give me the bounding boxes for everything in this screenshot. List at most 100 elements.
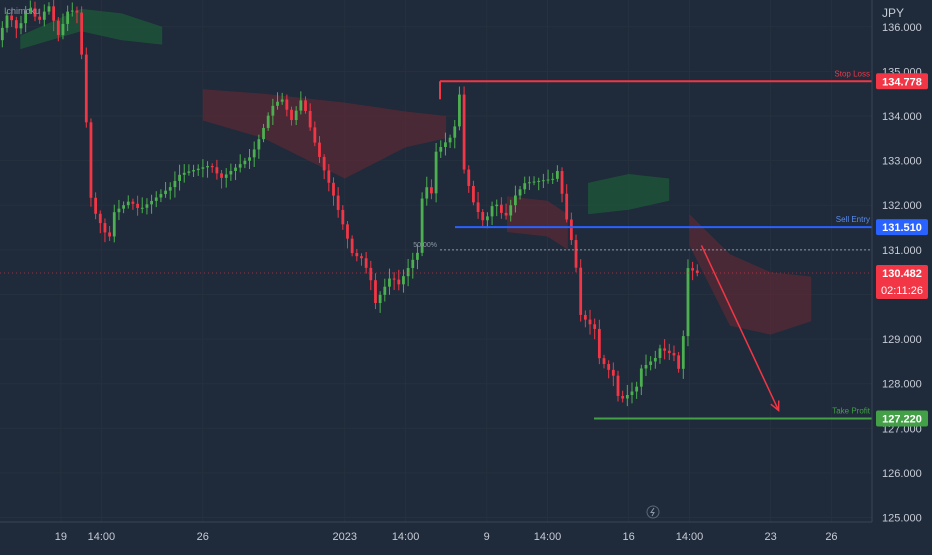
candle-bear xyxy=(75,10,79,13)
time-tick-label: 14:00 xyxy=(88,531,116,543)
candle-bull xyxy=(173,180,177,188)
candle-bear xyxy=(332,182,335,196)
cloud-bear xyxy=(689,214,812,335)
candle-bull xyxy=(644,364,648,369)
candle-bull xyxy=(145,204,149,208)
candle-bull xyxy=(411,259,415,268)
candle-bull xyxy=(234,167,237,172)
candle-bear xyxy=(430,187,433,194)
price-tick-label: 136.000 xyxy=(882,22,922,34)
time-tick-label: 23 xyxy=(764,531,776,543)
sell-entry-badge-label: 131.510 xyxy=(882,222,922,234)
candle-bull xyxy=(653,357,657,362)
candle-bear xyxy=(210,165,214,168)
ichimoku-cloud xyxy=(20,8,812,335)
candle-bull xyxy=(252,149,256,158)
indicator-label[interactable]: Ichimoku xyxy=(4,6,40,16)
candle-bull xyxy=(388,278,391,287)
candle-bull xyxy=(117,208,121,213)
candle-bull xyxy=(639,368,643,387)
candle-bear xyxy=(346,224,349,239)
candle-bull xyxy=(243,160,247,165)
cloud-bear xyxy=(507,196,568,250)
candle-bull xyxy=(513,195,517,206)
candle-bull xyxy=(532,181,536,183)
candle-bear xyxy=(136,203,139,208)
candle-bear xyxy=(369,267,373,281)
candle-bull xyxy=(434,151,438,194)
candle-bull xyxy=(448,137,452,143)
candle-bear xyxy=(313,127,317,143)
candle-bull xyxy=(453,126,457,138)
candle-bear xyxy=(500,204,503,213)
stop-loss-badge-label: 134.778 xyxy=(882,76,922,88)
candle-bull xyxy=(299,100,303,111)
candle-bull xyxy=(486,216,489,221)
price-tick-label: 125.000 xyxy=(882,513,922,525)
candle-bear xyxy=(504,212,508,216)
candle-bull xyxy=(630,391,634,395)
candle-bull xyxy=(416,252,419,260)
candle-bear xyxy=(94,197,98,214)
candle-bull xyxy=(509,205,513,216)
candle-bear xyxy=(597,328,601,359)
candle-bear xyxy=(360,256,363,259)
candle-bear xyxy=(56,20,60,36)
timezone-icon[interactable] xyxy=(646,505,660,519)
candle-bull xyxy=(5,15,9,28)
candle-bull xyxy=(140,207,144,209)
candle-bull xyxy=(187,171,191,173)
candle-bear xyxy=(98,213,102,224)
candle-bull xyxy=(257,139,261,150)
cloud-bull xyxy=(20,8,163,50)
trade-levels: Stop Loss Sell Entry Take Profit 50.00% xyxy=(0,69,872,420)
candle-bull xyxy=(294,110,298,121)
candle-bull xyxy=(523,183,527,190)
candle-bull xyxy=(150,200,153,205)
candle-bull xyxy=(681,336,685,369)
currency-label: JPY xyxy=(882,6,904,20)
candle-bear xyxy=(350,238,354,254)
candle-bull xyxy=(47,6,51,12)
candle-bear xyxy=(607,364,611,370)
candle-bear xyxy=(318,142,321,157)
candle-bull xyxy=(201,167,205,169)
candle-bear xyxy=(290,109,293,121)
candle-bull xyxy=(66,11,70,24)
candle-bear xyxy=(392,278,396,280)
time-tick-label: 14:00 xyxy=(534,531,562,543)
candle-bull xyxy=(19,23,23,29)
candle-bear xyxy=(364,258,368,268)
candle-bear xyxy=(14,20,18,29)
time-axis[interactable]: 19 14:00 26 2023 14:00 9 14:00 16 14:00 23 26 xyxy=(55,531,838,543)
candle-bear xyxy=(621,395,625,399)
price-tick-label: 129.000 xyxy=(882,334,922,346)
price-tick-label: 134.000 xyxy=(882,111,922,123)
candle-bear xyxy=(583,314,587,320)
candle-bull xyxy=(159,194,163,198)
candle-bull xyxy=(439,147,443,152)
candle-bull xyxy=(154,197,158,201)
candle-bear xyxy=(663,348,667,351)
candle-bear xyxy=(588,319,592,325)
candle-bear xyxy=(691,268,695,271)
time-tick-label: 19 xyxy=(55,531,67,543)
candle-bear xyxy=(38,16,42,20)
candle-bull xyxy=(126,201,130,206)
cloud-bear xyxy=(202,89,447,179)
time-tick-label: 9 xyxy=(484,531,490,543)
candle-bear xyxy=(327,170,331,183)
candle-bull xyxy=(24,10,28,24)
candle-bear xyxy=(84,54,88,123)
candle-bear xyxy=(341,209,345,225)
time-tick-label: 26 xyxy=(197,531,209,543)
time-axis-panel[interactable] xyxy=(0,522,932,550)
candle-bear xyxy=(481,212,485,221)
candle-bear xyxy=(565,193,569,220)
candle-bull xyxy=(168,187,172,191)
candle-bear xyxy=(308,111,312,128)
candle-bull xyxy=(238,164,242,168)
candle-bear xyxy=(374,280,377,304)
